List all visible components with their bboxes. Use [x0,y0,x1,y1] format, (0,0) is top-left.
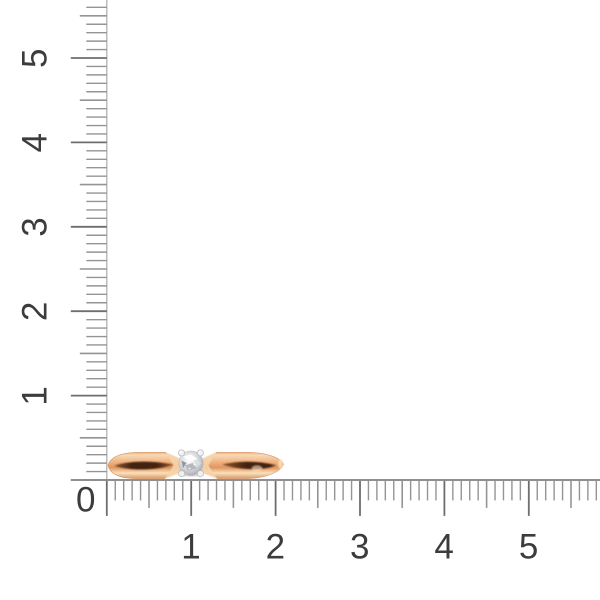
band-facet-right [201,452,217,479]
prong-top-right [196,449,204,457]
diamond-facet-2 [185,463,197,471]
prong-top-left [178,449,186,457]
vertical-axis-label-2: 2 [16,301,55,321]
origin-label: 0 [76,481,96,520]
prong-highlight-2 [198,451,201,454]
horizontal-axis-label-1: 1 [181,528,201,567]
diamond-sparkle-1 [186,458,189,460]
vertical-ruler-ticks [70,6,107,473]
band-reflection-left [114,461,174,470]
diamond-facet-4 [181,460,187,468]
vertical-axis-label-4: 4 [16,132,55,152]
vertical-axis-label-1: 1 [16,386,55,406]
horizontal-axis-label-5: 5 [519,528,539,567]
ruler-axes [70,0,600,481]
diamond-facet-3 [195,459,202,468]
ruler-labels: 0 1 2 3 4 5 1 2 3 4 5 [16,48,539,566]
diamond-ring-image [107,449,284,479]
horizontal-axis-label-2: 2 [266,528,286,567]
horizontal-axis-label-3: 3 [350,528,370,567]
band-reflection-right [222,461,277,470]
vertical-axis-label-5: 5 [16,48,55,68]
horizontal-axis-label-4: 4 [434,528,454,567]
diamond-sparkle-2 [193,463,196,466]
vertical-axis-label-3: 3 [16,217,55,237]
prong-bottom-right [196,470,204,478]
band-facet-left [165,452,181,479]
diamond-sparkle-3 [188,467,191,470]
horizontal-ruler-ticks [105,480,598,516]
prong-bottom-left [178,470,186,478]
prong-highlight-1 [179,451,182,454]
band-tip-highlight [278,458,283,469]
diamond-facet-1 [183,454,198,462]
band-right-glow [251,465,263,472]
